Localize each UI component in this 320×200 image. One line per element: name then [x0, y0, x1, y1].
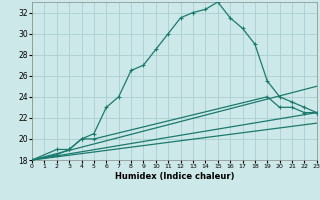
X-axis label: Humidex (Indice chaleur): Humidex (Indice chaleur): [115, 172, 234, 181]
